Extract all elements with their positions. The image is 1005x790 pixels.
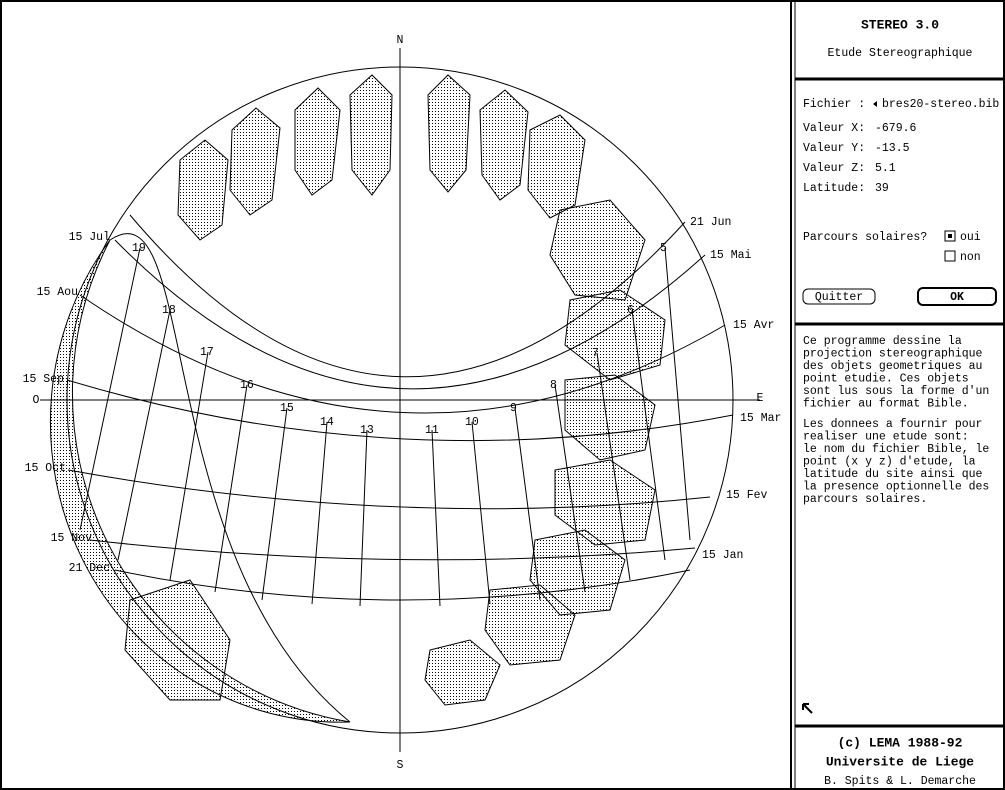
footer: (c) LEMA 1988-92 — [838, 735, 963, 750]
screen: N S E O 21 Jun 15 Mai 15 Avr 15 Mar 15 F… — [0, 0, 1005, 790]
hour-label: 9 — [510, 402, 517, 415]
hour-label: 17 — [200, 346, 214, 359]
description-line: latitude du site ainsi que — [803, 468, 983, 481]
month-label: 21 Dec — [69, 562, 111, 575]
option-label[interactable]: oui — [960, 231, 981, 244]
field-label: Valeur Y: — [803, 142, 865, 155]
description-line: des objets geometriques au — [803, 360, 982, 373]
hour-label: 8 — [550, 379, 557, 392]
button-label[interactable]: OK — [950, 291, 964, 304]
hour-label: 11 — [425, 424, 439, 437]
hour-label: 14 — [320, 416, 334, 429]
month-label: 15 Mai — [710, 249, 752, 262]
hour-label: 6 — [627, 304, 634, 317]
hour-label: 19 — [132, 242, 146, 255]
description-line: point etudie. Ces objets — [803, 373, 969, 386]
option-label[interactable]: non — [960, 251, 981, 264]
description-line: fichier au format Bible. — [803, 398, 969, 411]
field-value: -679.6 — [875, 122, 917, 135]
description-line: realiser une etude sont: — [803, 431, 969, 444]
month-label: 15 Nov — [51, 532, 93, 545]
field-label: Valeur X: — [803, 122, 865, 135]
description-line: parcours solaires. — [803, 493, 927, 506]
month-label: 15 Mar — [740, 412, 781, 425]
description-line: Ce programme dessine la — [803, 335, 962, 348]
compass-label: E — [757, 392, 764, 405]
month-label: 15 Jul — [69, 231, 111, 244]
field-value[interactable]: bres20-stereo.bib — [882, 98, 999, 111]
hour-label: 18 — [162, 304, 176, 317]
month-label: 15 Sep — [23, 373, 65, 386]
app-title: STEREO 3.0 — [861, 17, 939, 32]
hour-label: 7 — [592, 347, 599, 360]
footer: Universite de Liege — [826, 754, 974, 769]
field-value: 5.1 — [875, 162, 896, 175]
description-line: sont lus sous la forme d'un — [803, 385, 989, 398]
hour-label: 10 — [465, 416, 479, 429]
description-line: la presence optionnelle des — [803, 481, 989, 494]
month-label: 15 Oct — [25, 462, 66, 475]
hour-label: 15 — [280, 402, 294, 415]
question: Parcours solaires? — [803, 231, 927, 244]
description-line: le nom du fichier Bible, le — [803, 443, 989, 456]
field-label: Fichier : — [803, 98, 865, 111]
hour-label: 5 — [660, 242, 667, 255]
app-subtitle: Etude Stereographique — [828, 47, 973, 60]
month-label: 21 Jun — [690, 216, 731, 229]
month-label: 15 Jan — [702, 549, 743, 562]
radio-mark — [948, 234, 952, 238]
button-label[interactable]: Quitter — [815, 291, 863, 304]
description-line: Les donnees a fournir pour — [803, 418, 982, 431]
compass-label: N — [397, 34, 404, 47]
field-label: Valeur Z: — [803, 162, 865, 175]
description-line: projection stereographique — [803, 348, 983, 361]
field-value: -13.5 — [875, 142, 910, 155]
description-line: point (x y z) d'etude, la — [803, 456, 976, 469]
field-value: 39 — [875, 182, 889, 195]
field-label: Latitude: — [803, 182, 865, 195]
hour-label: 13 — [360, 424, 374, 437]
footer: B. Spits & L. Demarche — [824, 775, 976, 788]
compass-label: S — [397, 759, 404, 772]
month-label: 15 Fev — [726, 489, 768, 502]
month-label: 15 Aou — [37, 286, 78, 299]
compass-label: O — [33, 394, 40, 407]
radio[interactable] — [945, 251, 955, 261]
hour-label: 16 — [240, 379, 254, 392]
month-label: 15 Avr — [733, 319, 774, 332]
